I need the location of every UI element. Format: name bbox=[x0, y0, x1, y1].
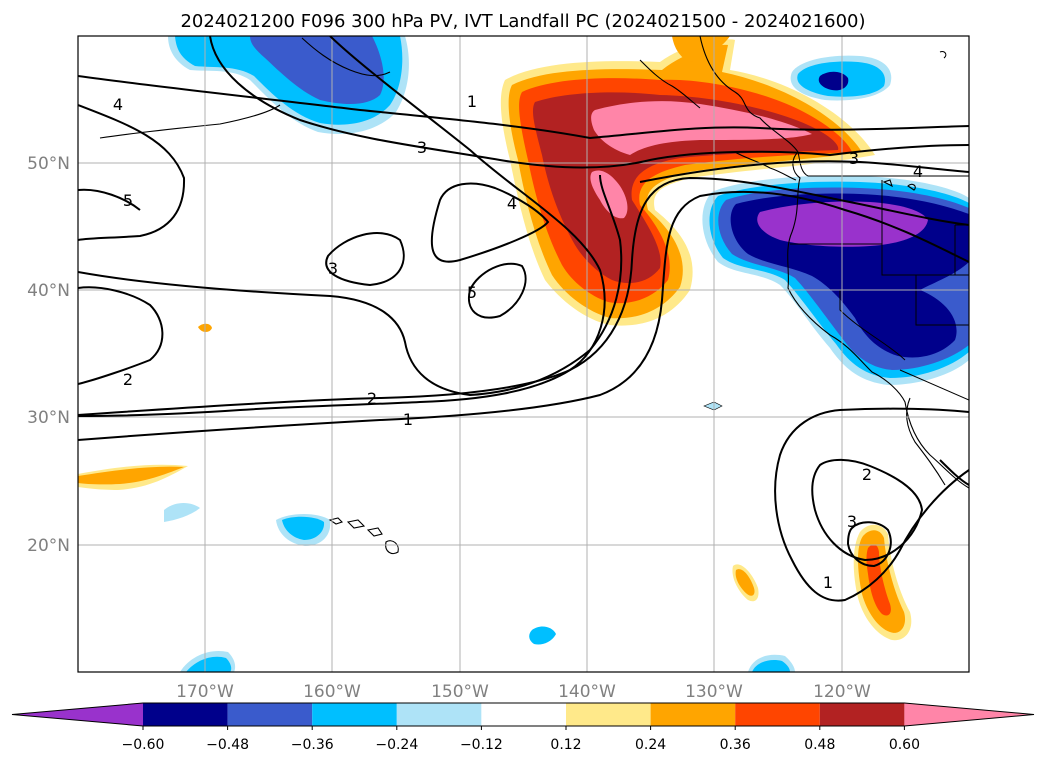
fill-orange-128w bbox=[735, 569, 755, 596]
colorbar-segment bbox=[143, 703, 228, 726]
contour-label: 5 bbox=[467, 283, 477, 302]
lat-label: 40°N bbox=[27, 281, 70, 301]
contour-1-outer bbox=[78, 190, 969, 441]
contour-2-outer bbox=[78, 176, 969, 416]
contour-label: 1 bbox=[823, 573, 833, 592]
contour-4-east bbox=[639, 160, 969, 183]
fill-red-orange-118w bbox=[866, 544, 891, 616]
map-panel: 1 1 1 2 2 2 3 3 3 3 4 4 4 5 5 bbox=[78, 36, 969, 672]
lon-label: 160°W bbox=[303, 682, 361, 702]
lat-label: 30°N bbox=[27, 408, 70, 428]
colorbar-segment bbox=[481, 703, 566, 726]
colorbar-tick-label: −0.48 bbox=[206, 737, 249, 753]
contour-2-main bbox=[78, 286, 164, 385]
colorbar-tick-label: 0.24 bbox=[635, 737, 666, 753]
fill-orange-top bbox=[672, 36, 730, 62]
colorbar-tick-label: −0.60 bbox=[122, 737, 165, 753]
colorbar-segment bbox=[904, 703, 1034, 726]
colorbar-tick-label: −0.24 bbox=[375, 737, 418, 753]
contour-label: 1 bbox=[403, 410, 413, 429]
contour-labels: 1 1 1 2 2 2 3 3 3 3 4 4 4 5 5 bbox=[113, 92, 923, 592]
lon-label: 120°W bbox=[813, 682, 871, 702]
fill-lightblue-30n-130w bbox=[703, 401, 723, 411]
latitude-labels: 50°N 40°N 30°N 20°N bbox=[27, 154, 70, 556]
colorbar-ticks: −0.60 −0.48 −0.36 −0.24 −0.12 0.12 0.24 0.36 0.4… bbox=[122, 726, 920, 753]
contour-1-north bbox=[78, 75, 969, 140]
contour-label: 2 bbox=[123, 370, 133, 389]
fill-sky-bottom-west-inner bbox=[186, 656, 232, 672]
contour-label: 2 bbox=[862, 465, 872, 484]
contour-3-east-edge bbox=[939, 459, 969, 486]
colorbar-segment bbox=[819, 703, 905, 726]
contour-label: 2 bbox=[367, 389, 377, 408]
colorbar-tick-label: 0.48 bbox=[804, 737, 835, 753]
lon-label: 130°W bbox=[685, 682, 743, 702]
positive-anomaly-fills bbox=[78, 36, 912, 641]
lat-label: 20°N bbox=[27, 536, 70, 556]
colorbar-segment bbox=[227, 703, 313, 726]
lon-label: 170°W bbox=[176, 682, 234, 702]
contour-4-inner bbox=[430, 182, 550, 263]
colorbar-segment bbox=[12, 703, 143, 726]
contour-label: 3 bbox=[849, 149, 859, 168]
contour-5-west bbox=[78, 188, 141, 211]
contour-label: 4 bbox=[507, 194, 517, 213]
fill-navy-bc bbox=[818, 71, 849, 91]
contour-3-ring-west bbox=[325, 232, 405, 287]
contour-1-south bbox=[774, 407, 969, 602]
contour-label: 4 bbox=[913, 162, 923, 181]
map-frame bbox=[77, 35, 970, 673]
colorbar-segment bbox=[566, 703, 651, 726]
contour-5-ring bbox=[467, 262, 527, 319]
political-borders bbox=[790, 151, 969, 401]
fill-sky-bottom-east-inner bbox=[752, 660, 790, 672]
colorbar-tick-label: 0.36 bbox=[720, 737, 751, 753]
contour-label: 3 bbox=[847, 512, 857, 531]
contour-3-mid bbox=[78, 174, 623, 397]
colorbar-segments bbox=[11, 702, 1035, 727]
lat-label: 50°N bbox=[27, 154, 70, 174]
lon-label: 150°W bbox=[431, 682, 489, 702]
contour-3-south bbox=[846, 521, 892, 568]
coastlines bbox=[99, 36, 969, 555]
fill-purple-west-coast bbox=[757, 201, 928, 247]
colorbar: −0.60 −0.48 −0.36 −0.24 −0.12 0.12 0.24 0.36 0.4… bbox=[11, 702, 1035, 753]
colorbar-tick-label: 0.60 bbox=[889, 737, 920, 753]
contour-label: 1 bbox=[467, 92, 477, 111]
contour-label: 4 bbox=[113, 95, 123, 114]
contour-label: 3 bbox=[417, 138, 427, 157]
contour-4-jet bbox=[78, 104, 186, 241]
lon-label: 140°W bbox=[558, 682, 616, 702]
fill-sky-hawaii bbox=[282, 516, 325, 540]
colorbar-tick-label: −0.36 bbox=[291, 737, 334, 753]
contour-label: 5 bbox=[123, 191, 133, 210]
fill-pink-secondary bbox=[590, 170, 628, 219]
longitude-labels: 170°W 160°W 150°W 140°W 130°W 120°W bbox=[176, 682, 871, 702]
colorbar-segment bbox=[735, 703, 820, 726]
fill-orange-west bbox=[78, 466, 184, 485]
colorbar-segment bbox=[312, 703, 397, 726]
contour-2-south bbox=[811, 458, 924, 562]
colorbar-tick-label: −0.12 bbox=[460, 737, 503, 753]
colorbar-tick-label: 0.12 bbox=[550, 737, 581, 753]
pv-contours bbox=[78, 36, 969, 602]
contour-3-north bbox=[209, 36, 969, 169]
colorbar-segment bbox=[396, 703, 482, 726]
contour-label: 3 bbox=[328, 259, 338, 278]
figure-title: 2024021200 F096 300 hPa PV, IVT Landfall… bbox=[180, 11, 865, 32]
colorbar-segment bbox=[650, 703, 736, 726]
fill-lightblue-22n-170w bbox=[164, 503, 200, 522]
fill-sky-12n-144w bbox=[529, 626, 556, 645]
